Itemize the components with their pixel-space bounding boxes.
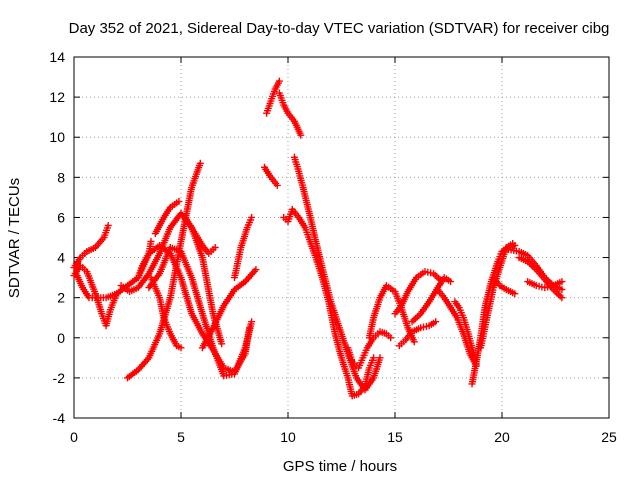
y-tick-label: 10 <box>49 129 65 145</box>
x-tick-label: 25 <box>601 429 617 445</box>
series-arc-17 <box>290 153 384 394</box>
series-arc-7 <box>145 244 256 380</box>
plus-markers <box>145 244 256 380</box>
y-tick-label: 12 <box>49 89 65 105</box>
series-arc-27 <box>489 274 519 298</box>
plus-markers <box>434 286 480 370</box>
y-tick-label: 14 <box>49 49 65 65</box>
series-arc-21 <box>395 318 440 350</box>
plus-markers <box>477 240 517 352</box>
plot-frame <box>73 56 610 419</box>
plus-markers <box>147 274 185 352</box>
plus-markers <box>263 77 283 117</box>
plus-markers <box>290 153 384 394</box>
y-tick-label: 4 <box>57 250 65 266</box>
plus-markers <box>198 266 260 352</box>
x-tick-label: 10 <box>280 429 296 445</box>
series-arc-12 <box>231 213 256 282</box>
series-arc-29 <box>515 254 566 302</box>
x-tick-label: 20 <box>494 429 510 445</box>
x-axis-label: GPS time / hours <box>283 458 397 475</box>
series-arc-20 <box>391 268 446 318</box>
plus-markers <box>391 268 446 318</box>
series-arc-18 <box>344 328 395 372</box>
plus-markers <box>524 278 566 292</box>
y-tick-label: 8 <box>57 169 65 185</box>
y-tick-label: 2 <box>57 290 65 306</box>
plus-markers <box>344 328 395 372</box>
plus-markers <box>468 242 519 388</box>
series-arc-10 <box>181 213 219 257</box>
series-arc-16 <box>280 205 378 400</box>
y-axis-label: SDTVAR / TECUs <box>6 178 23 298</box>
y-tick-label: 0 <box>57 330 65 346</box>
plus-markers <box>231 213 256 282</box>
series-arc-26 <box>477 240 517 352</box>
series-arc-14 <box>275 89 305 139</box>
x-tick-label: 0 <box>70 429 78 445</box>
chart-title: Day 352 of 2021, Sidereal Day-to-day VTE… <box>69 20 610 37</box>
plus-markers <box>515 254 566 302</box>
plus-markers <box>261 163 281 189</box>
plus-markers <box>489 274 519 298</box>
y-tick-label: -4 <box>53 410 66 426</box>
axis-ticks: 0 5 10 15 20 25 -4 -2 0 2 4 6 8 10 12 14 <box>49 49 617 445</box>
x-tick-label: 5 <box>177 429 185 445</box>
series-arc-15 <box>261 163 281 189</box>
x-tick-label: 15 <box>387 429 403 445</box>
plus-markers <box>70 222 112 272</box>
y-tick-label: -2 <box>53 370 66 386</box>
series-arc-13 <box>263 77 283 117</box>
series-arc-8 <box>151 197 183 237</box>
plus-markers <box>275 89 305 139</box>
plus-markers <box>395 318 440 350</box>
plus-markers <box>280 205 378 400</box>
y-tick-label: 6 <box>57 209 65 225</box>
series-arc-30 <box>524 278 566 292</box>
plus-markers <box>181 213 219 257</box>
series-arc-23 <box>434 286 480 370</box>
data-points <box>70 77 566 400</box>
series-arc-11 <box>198 266 260 352</box>
series-arc-9 <box>147 274 185 352</box>
series-arc-2 <box>70 222 112 272</box>
series-arc-25 <box>468 242 519 388</box>
plus-markers <box>151 197 183 237</box>
